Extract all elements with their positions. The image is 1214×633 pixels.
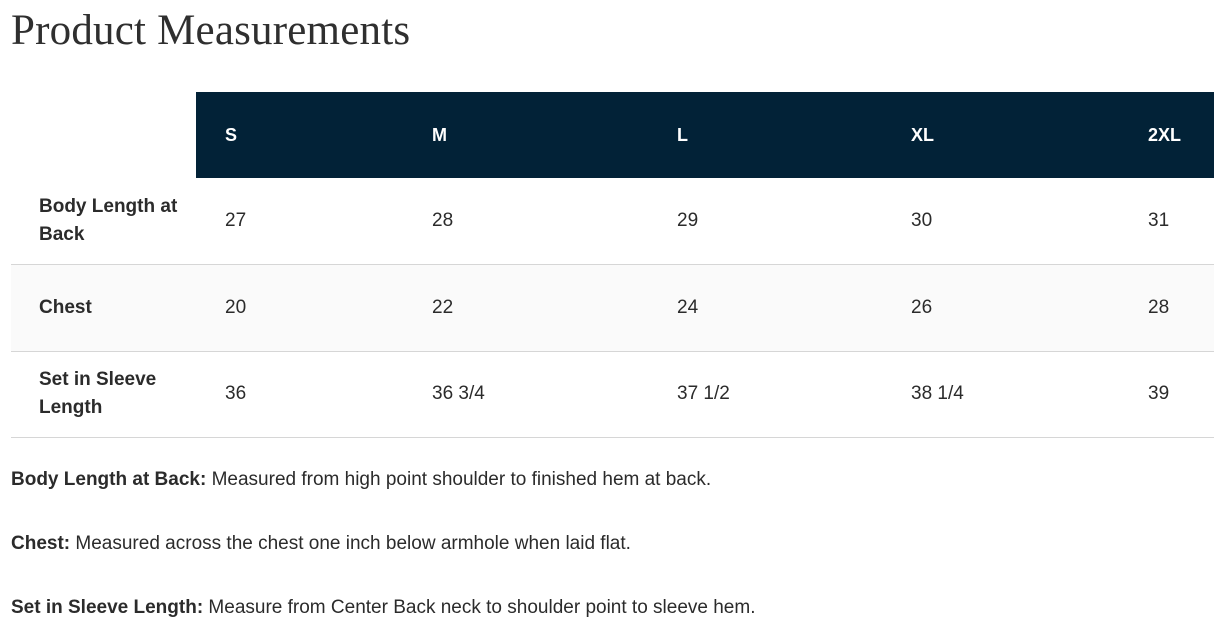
- table-cell: 27: [225, 210, 247, 231]
- note-text: Measure from Center Back neck to shoulde…: [203, 597, 756, 618]
- size-header-m: M: [432, 125, 447, 145]
- table-cell: 39: [1148, 383, 1170, 404]
- measurement-note: Chest: Measured across the chest one inc…: [11, 533, 631, 555]
- table-row: Set in Sleeve Length 36 36 3/4 37 1/2 38 1/4…: [11, 351, 1214, 438]
- row-label: Chest: [39, 296, 92, 318]
- table-cell: 30: [911, 210, 933, 231]
- note-text: Measured across the chest one inch below…: [70, 533, 631, 554]
- table-cell: 26: [911, 296, 933, 318]
- table-cell: 28: [1148, 296, 1170, 318]
- table-cell: 29: [677, 210, 699, 231]
- note-term: Set in Sleeve Length:: [11, 597, 204, 618]
- row-label: Body Length at Back: [39, 196, 178, 245]
- table-cell: 37 1/2: [677, 383, 730, 404]
- table-cell: 31: [1148, 210, 1170, 231]
- row-label: Set in Sleeve Length: [39, 369, 157, 418]
- size-header-row: [196, 92, 1214, 178]
- size-header-xl: XL: [911, 125, 935, 145]
- table-cell: 20: [225, 296, 247, 318]
- table-cell: 36 3/4: [432, 383, 485, 404]
- measurement-note: Set in Sleeve Length: Measure from Cente…: [11, 597, 755, 619]
- measurement-note: Body Length at Back: Measured from high …: [11, 469, 711, 491]
- note-text: Measured from high point shoulder to fin…: [206, 469, 712, 490]
- table-cell: 38 1/4: [911, 383, 964, 404]
- table-cell: 24: [677, 296, 699, 318]
- table-cell: 22: [432, 296, 454, 318]
- table-cell: 36: [225, 383, 247, 404]
- size-header-s: S: [225, 125, 238, 145]
- table-row: Body Length at Back 27 28 29 30 31: [11, 178, 1214, 265]
- table-row: Chest 20 22 24 26 28: [11, 264, 1214, 352]
- note-term: Chest:: [11, 533, 71, 554]
- size-header-2xl: 2XL: [1148, 125, 1182, 145]
- table-cell: 28: [432, 210, 454, 231]
- page-title: Product Measurements: [11, 7, 411, 54]
- note-term: Body Length at Back:: [11, 469, 207, 490]
- size-header-l: L: [677, 125, 688, 145]
